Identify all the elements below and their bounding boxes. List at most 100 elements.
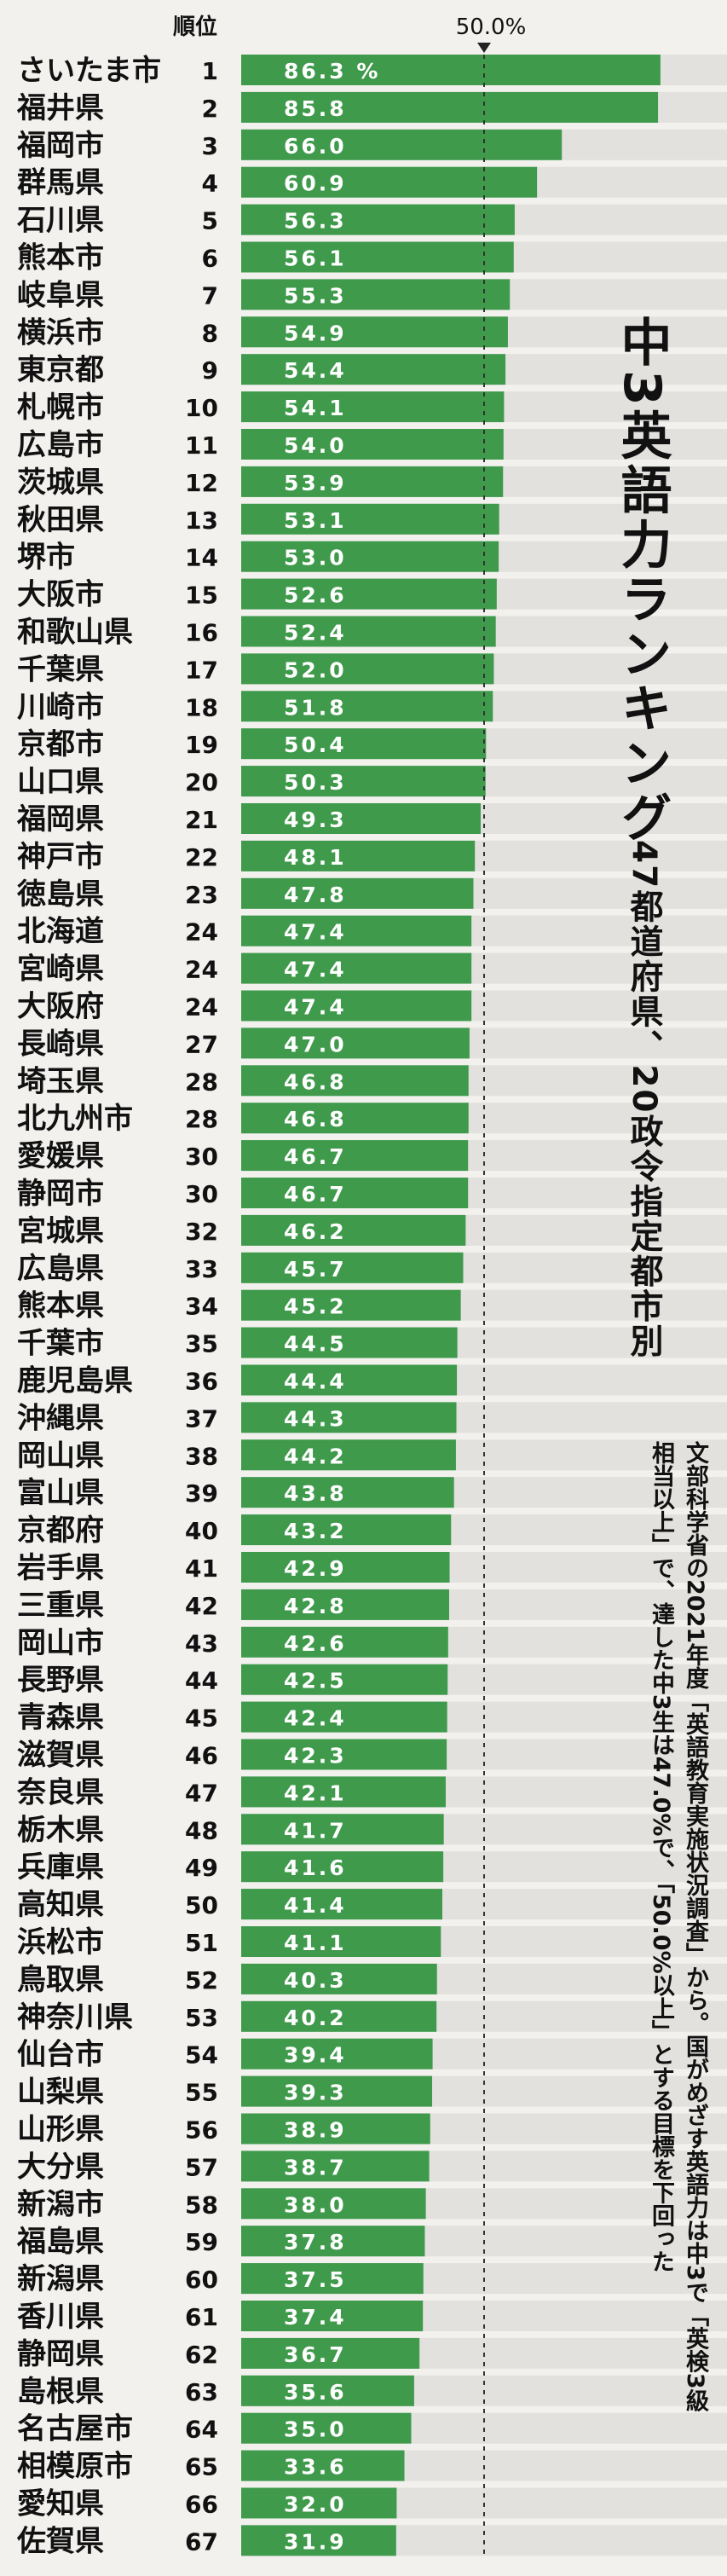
value-label: 47.4 — [284, 920, 347, 945]
bar — [241, 1178, 469, 1208]
bar — [241, 1402, 457, 1433]
value-label: 53.1 — [284, 508, 347, 533]
rank-number: 61 — [185, 2303, 218, 2331]
rank-number: 43 — [185, 1630, 218, 1658]
value-label: 38.0 — [284, 2192, 347, 2217]
rank-number: 51 — [185, 1929, 218, 1957]
bar — [241, 840, 476, 871]
bar — [241, 2226, 425, 2257]
region-name: 静岡県 — [17, 2337, 104, 2371]
region-name: 札幌市 — [17, 391, 104, 425]
bar — [241, 466, 504, 497]
bar — [241, 241, 514, 273]
value-label: 48.1 — [284, 845, 347, 870]
bar — [241, 1028, 470, 1059]
bar — [241, 1701, 447, 1733]
rank-number: 24 — [185, 918, 218, 946]
chart-title: 中3英語力ランキング — [612, 315, 672, 846]
bar — [241, 2301, 424, 2331]
region-name: 三重県 — [17, 1589, 104, 1623]
region-name: 広島県 — [17, 1252, 104, 1286]
region-name: 兵庫県 — [17, 1850, 104, 1884]
bar — [241, 204, 515, 235]
bar — [241, 2113, 430, 2145]
region-name: 福井県 — [16, 91, 104, 125]
rank-number: 9 — [202, 356, 218, 385]
bar — [241, 578, 497, 610]
region-name: 山口県 — [17, 765, 104, 799]
bar — [241, 166, 538, 198]
value-label: 49.3 — [284, 808, 347, 832]
bar — [241, 354, 506, 385]
bar — [241, 503, 499, 535]
value-label: 85.8 — [284, 96, 347, 121]
rank-number: 57 — [185, 2153, 218, 2181]
region-name: 茨城県 — [17, 466, 104, 500]
rank-number: 37 — [185, 1404, 218, 1433]
bar — [241, 2487, 397, 2519]
region-name: 奈良県 — [16, 1775, 104, 1809]
bar — [241, 391, 505, 423]
region-name: 名古屋市 — [17, 2412, 133, 2446]
bar — [241, 728, 487, 760]
rank-number: 1 — [202, 57, 218, 85]
rank-number: 28 — [185, 1105, 218, 1133]
value-label: 45.7 — [284, 1257, 347, 1282]
rank-number: 34 — [185, 1293, 218, 1321]
value-label: 42.3 — [284, 1744, 347, 1768]
rank-number: 8 — [202, 319, 218, 347]
rank-number: 4 — [202, 170, 218, 198]
region-name: 山梨県 — [17, 2075, 104, 2110]
rank-number: 17 — [185, 656, 218, 684]
value-label: 46.2 — [284, 1219, 347, 1244]
region-name: 静岡市 — [17, 1177, 104, 1211]
bar — [241, 803, 482, 834]
bar — [241, 1140, 469, 1172]
value-label: 53.0 — [284, 546, 347, 570]
value-label: 42.4 — [284, 1706, 347, 1731]
region-name: 群馬県 — [17, 166, 104, 200]
region-name: 岩手県 — [16, 1551, 104, 1585]
bar — [241, 91, 659, 123]
value-label: 41.4 — [284, 1893, 347, 1918]
value-label: 86.3 % — [284, 59, 380, 84]
value-label: 43.8 — [284, 1481, 347, 1506]
region-name: 佐賀県 — [16, 2524, 104, 2558]
rank-number: 33 — [185, 1255, 218, 1283]
rank-number: 5 — [202, 207, 218, 235]
rank-number: 13 — [185, 507, 218, 535]
value-label: 50.4 — [284, 732, 347, 757]
region-name: 福岡市 — [16, 129, 104, 163]
rank-number: 48 — [185, 1816, 218, 1844]
region-name: 岐阜県 — [17, 278, 104, 312]
value-label: 41.6 — [284, 1855, 347, 1880]
region-name: 長野県 — [17, 1664, 104, 1698]
region-name: 千葉県 — [17, 652, 104, 686]
rank-number: 11 — [185, 431, 218, 460]
rank-number: 16 — [185, 619, 218, 647]
rank-number: 30 — [185, 1180, 218, 1208]
value-label: 37.8 — [284, 2230, 347, 2255]
value-label: 54.0 — [284, 433, 347, 458]
bar — [241, 2000, 437, 2032]
rank-number: 59 — [185, 2228, 218, 2256]
region-name: 鳥取県 — [17, 1963, 104, 1997]
rank-number: 45 — [185, 1705, 218, 1733]
region-name: 沖縄県 — [17, 1401, 104, 1435]
bar — [241, 952, 472, 984]
region-name: 香川県 — [17, 2300, 104, 2334]
region-name: 埼玉県 — [17, 1064, 104, 1098]
region-name: 熊本県 — [17, 1289, 104, 1323]
bar — [241, 2075, 433, 2107]
bar — [241, 1926, 441, 1957]
bar — [241, 2375, 414, 2406]
bar — [241, 2188, 426, 2220]
region-name: 栃木県 — [17, 1813, 104, 1847]
value-label: 31.9 — [284, 2529, 347, 2554]
value-label: 42.1 — [284, 1780, 347, 1805]
rank-number: 39 — [185, 1479, 218, 1508]
rank-number: 19 — [185, 731, 218, 759]
value-label: 43.2 — [284, 1519, 347, 1543]
rank-number: 62 — [185, 2341, 218, 2369]
region-name: 愛知県 — [17, 2487, 104, 2521]
